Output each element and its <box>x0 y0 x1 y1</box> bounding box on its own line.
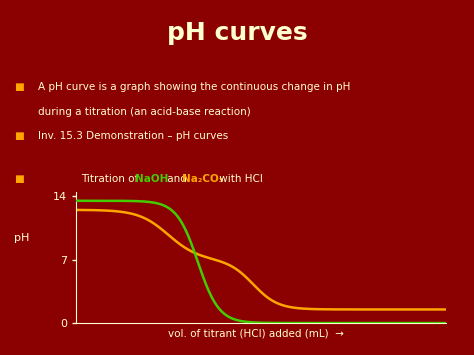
Text: pH curves: pH curves <box>167 21 307 45</box>
Text: ■: ■ <box>14 174 24 184</box>
Text: with HCl: with HCl <box>216 174 263 184</box>
Text: ■: ■ <box>14 82 24 92</box>
Text: vol. of titrant (HCl) added (mL)  →: vol. of titrant (HCl) added (mL) → <box>168 329 344 339</box>
Text: and: and <box>164 174 190 184</box>
Text: NaOH: NaOH <box>135 174 168 184</box>
Text: A pH curve is a graph showing the continuous change in pH: A pH curve is a graph showing the contin… <box>38 82 350 92</box>
Text: Inv. 15.3 Demonstration – pH curves: Inv. 15.3 Demonstration – pH curves <box>38 131 228 141</box>
Text: during a titration (an acid-base reaction): during a titration (an acid-base reactio… <box>38 106 251 116</box>
Text: Na₂CO₃: Na₂CO₃ <box>182 174 224 184</box>
Text: ■: ■ <box>14 131 24 141</box>
Text: pH: pH <box>14 233 29 243</box>
Text: Titration of: Titration of <box>81 174 141 184</box>
